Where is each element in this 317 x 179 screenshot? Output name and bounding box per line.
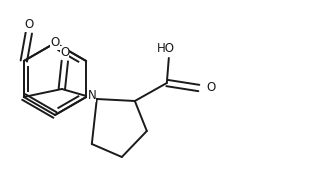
Text: HO: HO [157, 42, 175, 55]
Text: O: O [60, 47, 69, 59]
Text: O: O [207, 81, 216, 95]
Text: N: N [87, 90, 96, 103]
Text: O: O [24, 18, 34, 32]
Text: O: O [50, 37, 60, 50]
